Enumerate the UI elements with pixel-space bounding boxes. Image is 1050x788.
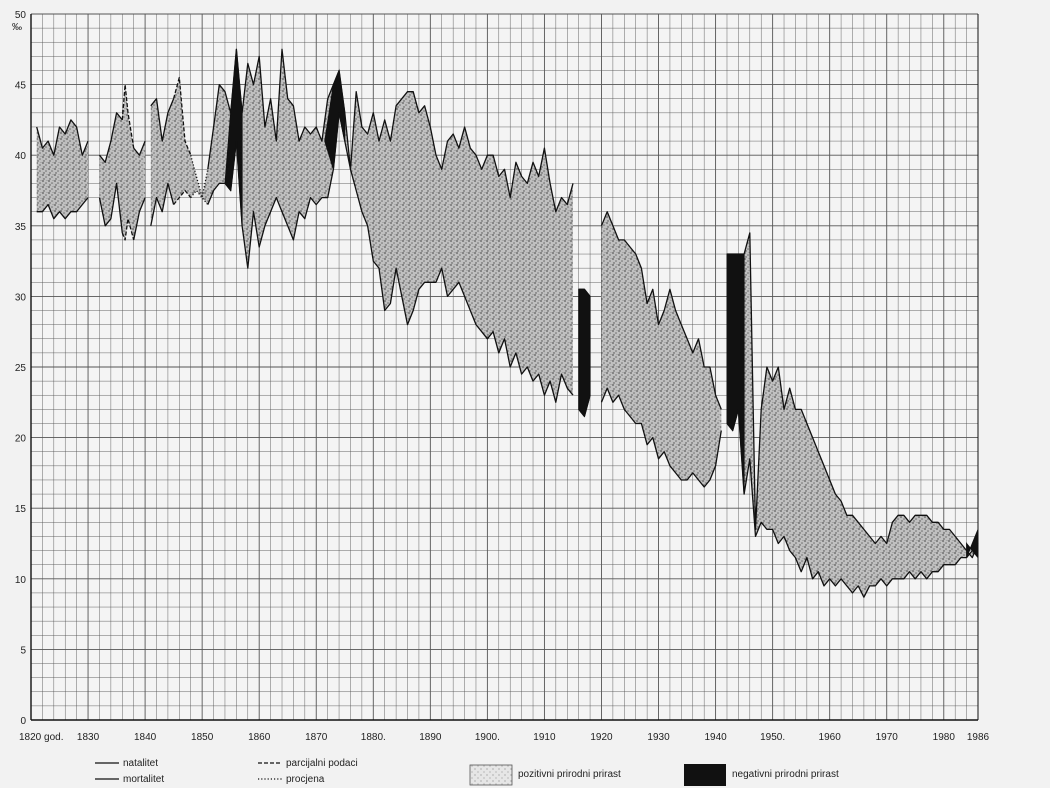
mortalitet-line (133, 197, 146, 241)
x-tick-label: 1900. (475, 732, 500, 743)
legend: natalitet mortalitet parcijalni podaci proc… (95, 758, 839, 786)
x-tick-label: 1850 (191, 732, 214, 743)
y-tick-label: 25 (15, 363, 27, 374)
positive-increase-area (36, 119, 88, 219)
natalitet-line (150, 98, 175, 142)
x-tick-label: 1860 (248, 732, 271, 743)
positive-increase-area (727, 232, 978, 598)
natalitet-line (121, 83, 135, 149)
y-axis-unit: ‰ (12, 22, 22, 33)
natalitet-line (207, 48, 574, 213)
legend-swatch-negativni (684, 764, 726, 786)
natalitet-line (600, 211, 722, 410)
natalitet-line (727, 232, 979, 559)
mortalitet-line (173, 189, 192, 206)
mortalitet-line (150, 182, 175, 226)
mortalitet-line (578, 395, 591, 418)
mortalitet-line (36, 197, 89, 220)
x-tick-label: 1986 (967, 732, 990, 743)
rate-lines (36, 48, 979, 598)
x-tick-label: 1820 god. (19, 732, 64, 743)
natalitet-line (36, 119, 89, 156)
x-tick-label: 1930 (647, 732, 670, 743)
x-tick-label: 1880. (361, 732, 386, 743)
x-tick-label: 1950. (760, 732, 785, 743)
x-tick-label: 1840 (134, 732, 157, 743)
y-tick-label: 45 (15, 81, 27, 92)
y-tick-label: 0 (20, 716, 26, 727)
x-tick-label: 1980 (933, 732, 956, 743)
positive-increase-area (99, 84, 146, 240)
positive-increase-area (150, 49, 574, 403)
negative-increase-area (578, 288, 591, 418)
y-tick-label: 50 (15, 10, 27, 21)
x-tick-label: 1960 (819, 732, 842, 743)
mortalitet-line (98, 182, 123, 233)
x-tick-label: 1940 (704, 732, 727, 743)
natalitet-line (578, 288, 591, 297)
legend-label-pozitivni: pozitivni prirodni prirast (518, 769, 621, 780)
x-tick-label: 1910 (533, 732, 556, 743)
natalitet-line (190, 155, 209, 199)
y-axis-ticks: 0 5 10 15 20 25 30 35 40 45 50 (15, 10, 27, 727)
y-tick-label: 10 (15, 575, 27, 586)
natalitet-line (98, 112, 123, 163)
x-tick-label: 1830 (77, 732, 100, 743)
y-tick-label: 30 (15, 292, 27, 303)
mortalitet-line (600, 387, 722, 488)
legend-swatch-pozitivni (469, 764, 513, 786)
y-tick-label: 40 (15, 151, 27, 162)
mortalitet-line (190, 189, 209, 206)
legend-label-parcijalni: parcijalni podaci (286, 758, 358, 769)
x-tick-label: 1870 (305, 732, 328, 743)
y-tick-label: 5 (20, 645, 26, 656)
x-tick-label: 1890 (419, 732, 442, 743)
legend-label-negativni: negativni prirodni prirast (732, 769, 839, 780)
natalitet-line (133, 140, 146, 156)
x-axis-ticks: 1820 god. 1830 1840 1850 1860 1870 1880. 1890 19… (19, 732, 990, 743)
y-tick-label: 20 (15, 434, 27, 445)
x-tick-label: 1920 (590, 732, 613, 743)
x-tick-label: 1970 (876, 732, 899, 743)
y-tick-label: 35 (15, 222, 27, 233)
y-tick-label: 15 (15, 504, 27, 515)
legend-label-natalitet: natalitet (123, 758, 158, 769)
natalitet-line (172, 76, 192, 156)
axes (30, 14, 979, 721)
legend-label-procjena: procjena (286, 774, 325, 785)
mortalitet-line (121, 218, 135, 241)
mortalitet-line (726, 408, 979, 598)
legend-label-mortalitet: mortalitet (123, 774, 164, 785)
mortalitet-line (207, 112, 574, 403)
